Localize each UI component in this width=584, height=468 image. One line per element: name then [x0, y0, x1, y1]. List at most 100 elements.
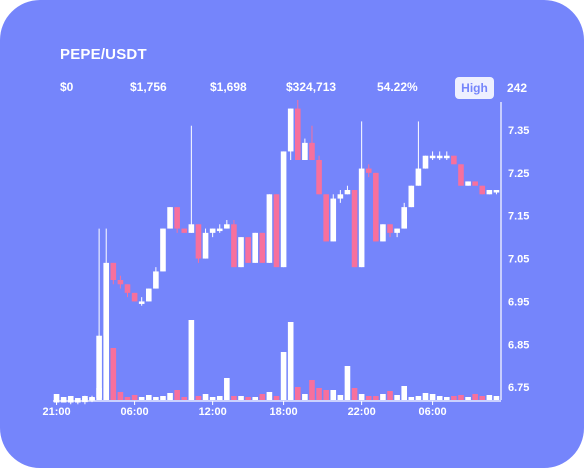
volume-bar [273, 396, 280, 400]
volume-bar [458, 395, 464, 400]
candle-body [365, 168, 372, 173]
candle-body [89, 397, 95, 401]
volume-bar [138, 397, 145, 400]
volume-bar [344, 366, 351, 400]
volume-bar [316, 388, 322, 400]
candle-body [451, 155, 457, 165]
candle-body [195, 224, 202, 259]
badge-count: 242 [507, 81, 528, 95]
volume-bar [181, 397, 188, 400]
volume-bar [167, 393, 173, 400]
volume-bar [245, 397, 251, 400]
volume-bar [224, 378, 230, 400]
candle-body [167, 207, 173, 229]
volume-bar [280, 352, 287, 400]
candle-body [436, 155, 443, 159]
candle-body [124, 284, 131, 293]
candle-body [309, 142, 315, 160]
volume-bar [75, 398, 81, 400]
x-tick-label: 21:00 [42, 406, 70, 418]
volume-bar [231, 396, 237, 400]
volume-bar [373, 396, 379, 400]
volume-bar [145, 395, 152, 400]
volume-bar [394, 395, 400, 400]
x-tick-label: 12:00 [199, 406, 227, 418]
volume-bar [451, 396, 457, 400]
candle-body [415, 168, 422, 186]
candle-body [387, 224, 393, 233]
y-tick-label: 6.95 [508, 296, 529, 308]
volume-bar [153, 397, 159, 400]
candle-body [231, 224, 237, 268]
volume-bar [67, 396, 74, 400]
volume-bar [103, 330, 110, 400]
candle-body [351, 190, 358, 268]
candle-body [486, 190, 493, 195]
volume-bar [309, 380, 315, 400]
y-tick-label: 7.35 [508, 125, 529, 137]
candle-body [280, 151, 287, 268]
volume-bar [380, 394, 386, 400]
x-tick-label: 18:00 [270, 406, 298, 418]
y-tick-label: 6.75 [508, 382, 529, 394]
volume-bar [479, 396, 486, 400]
candle-body [408, 185, 415, 208]
volume-bar [209, 397, 216, 400]
volume-bar [358, 394, 365, 400]
candle-body [160, 228, 166, 272]
candle-body [117, 280, 124, 285]
volume-bar [53, 394, 60, 400]
candle-body [266, 194, 273, 263]
volume-bar [486, 395, 493, 400]
volume-bar [188, 320, 195, 400]
volume-bar [351, 388, 358, 400]
candle-body [131, 292, 138, 302]
candle-body [458, 164, 464, 186]
candle-body [394, 228, 400, 233]
volume-bar [330, 390, 337, 400]
volume-bar [401, 386, 408, 400]
candle-body [330, 198, 337, 242]
candle-body [429, 155, 436, 159]
pair-title: PEPE/USDT [60, 46, 147, 63]
candle-body [153, 271, 159, 289]
volume-bar [287, 322, 294, 400]
volume-bar [365, 396, 372, 400]
stat-price: $0 [60, 80, 74, 94]
candle-body [373, 172, 379, 242]
volume-bar [465, 397, 471, 400]
x-tick-label: 06:00 [121, 406, 149, 418]
volume-bar [415, 396, 422, 400]
candle-body [259, 232, 266, 263]
volume-bar [387, 391, 393, 400]
candle-body [287, 108, 294, 152]
high-toggle-button[interactable]: High [455, 77, 494, 99]
candle-body [302, 142, 308, 160]
candle-body [294, 108, 301, 160]
x-tick-label: 06:00 [419, 406, 447, 418]
volume-bar [408, 397, 415, 400]
candle-body [145, 288, 152, 302]
y-tick-label: 7.05 [508, 254, 529, 266]
candle-body [479, 185, 486, 195]
y-tick-label: 6.85 [508, 339, 529, 351]
volume-bar [436, 396, 443, 400]
volume-bar [266, 392, 273, 400]
candle-body [358, 168, 365, 268]
candle-body [337, 194, 344, 199]
volume-bar [337, 395, 344, 400]
candle-body [103, 262, 110, 336]
volume-bar [429, 394, 436, 400]
stat-change: 54.22% [377, 80, 418, 94]
candle-body [110, 262, 117, 280]
volume-bar [323, 390, 329, 400]
candle-body [252, 232, 259, 263]
candle-body [202, 232, 209, 259]
y-tick-label: 7.25 [508, 168, 529, 180]
candle-body [401, 207, 408, 229]
volume-bar [117, 392, 124, 400]
volume-bar [238, 396, 244, 400]
candle-body [138, 301, 145, 304]
x-tick-label: 22:00 [348, 406, 376, 418]
candle-body [188, 224, 195, 233]
